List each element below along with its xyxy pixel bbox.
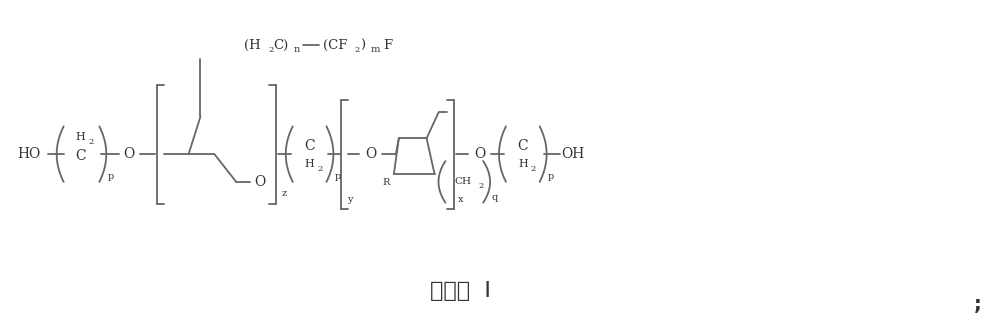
Text: 2: 2: [531, 165, 536, 173]
Text: HO: HO: [17, 147, 41, 161]
Text: p: p: [548, 172, 554, 181]
Text: q: q: [491, 193, 497, 202]
Text: O: O: [254, 175, 266, 189]
Text: O: O: [475, 147, 486, 161]
Text: ): ): [361, 39, 366, 51]
Text: R: R: [382, 178, 389, 187]
Text: C): C): [273, 39, 288, 51]
Text: (H: (H: [244, 39, 260, 51]
Text: 2: 2: [354, 46, 359, 54]
Text: p: p: [107, 172, 114, 181]
Text: H: H: [76, 132, 85, 142]
Text: z: z: [282, 189, 287, 198]
Text: C: C: [304, 139, 315, 153]
Text: CH: CH: [455, 177, 472, 186]
Text: (CF: (CF: [323, 39, 348, 51]
Text: 2: 2: [88, 138, 94, 146]
Text: p: p: [334, 172, 341, 181]
Text: O: O: [123, 147, 135, 161]
Text: 2: 2: [269, 46, 274, 54]
Text: 2: 2: [318, 165, 323, 173]
Text: F: F: [383, 39, 392, 51]
Text: H: H: [305, 159, 314, 169]
Text: m: m: [371, 45, 380, 54]
Text: x: x: [458, 195, 464, 204]
Text: OH: OH: [561, 147, 584, 161]
Text: 2: 2: [478, 182, 483, 190]
Text: C: C: [75, 149, 86, 163]
Text: 结构式  I: 结构式 I: [430, 281, 491, 301]
Text: ;: ;: [974, 295, 982, 314]
Text: O: O: [365, 147, 377, 161]
Text: y: y: [347, 195, 353, 204]
Text: C: C: [517, 139, 528, 153]
Text: n: n: [294, 45, 300, 54]
Text: H: H: [518, 159, 528, 169]
